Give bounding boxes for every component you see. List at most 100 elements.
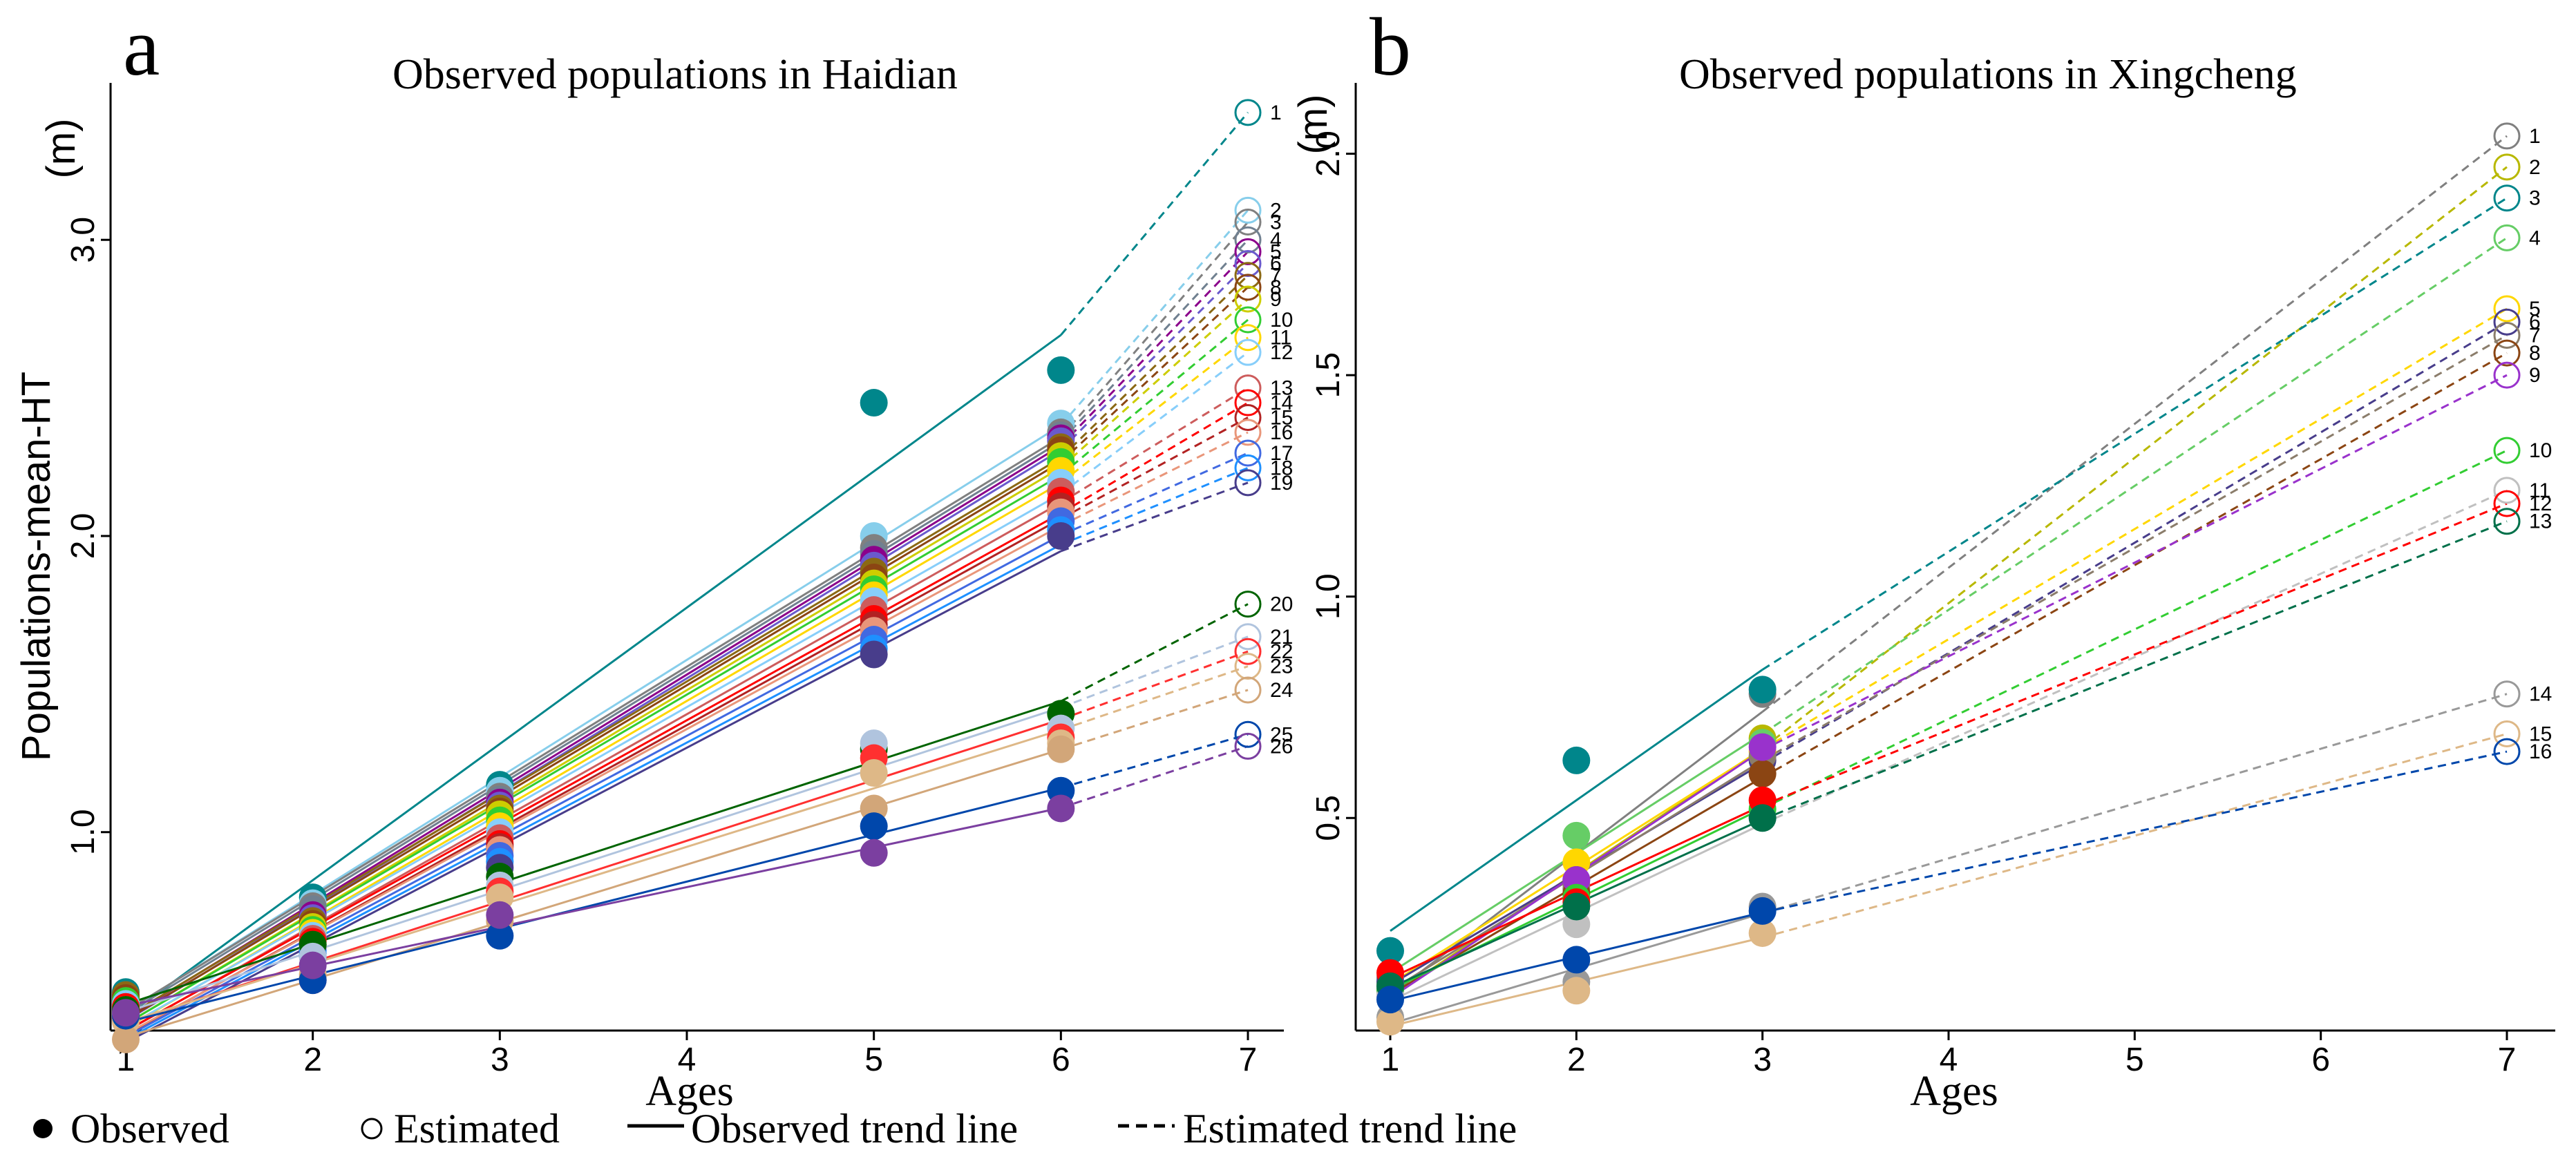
estimated-point xyxy=(2493,720,2521,747)
estimated-point xyxy=(1234,338,1262,366)
y-tick-label: 3.0 xyxy=(65,217,102,263)
panel-b: b Observed populations in Xingcheng (m) … xyxy=(1291,1,2555,1115)
estimated-point xyxy=(1234,285,1262,313)
series-label: 10 xyxy=(2529,439,2552,462)
observed-point xyxy=(486,901,514,929)
series-label: 14 xyxy=(1270,392,1293,414)
y-tick-label: 1.0 xyxy=(65,809,102,855)
estimated-point xyxy=(2493,295,2521,323)
estimated-trend-line xyxy=(1060,262,1249,451)
panel-b-x-label: Ages xyxy=(1910,1068,1998,1115)
x-tick-label: 3 xyxy=(491,1042,509,1078)
series-label: 7 xyxy=(2529,324,2541,347)
panel-a-y-unit: (m) xyxy=(39,119,84,179)
estimated-trend-line xyxy=(1060,452,1249,537)
estimated-point xyxy=(1234,653,1262,680)
x-tick-label: 3 xyxy=(1753,1042,1772,1078)
estimated-trend-line xyxy=(1761,307,2508,751)
series-label: 11 xyxy=(2529,479,2550,502)
observed-trend-line xyxy=(125,474,1062,1025)
series-label: 9 xyxy=(1270,288,1282,311)
estimated-trend-line xyxy=(1060,665,1249,731)
panel-b-y-unit: (m) xyxy=(1291,95,1336,155)
estimated-trend-line xyxy=(1060,251,1249,447)
series-label: 20 xyxy=(1270,593,1293,616)
panel-a-y-unit-group: (m) xyxy=(39,119,84,179)
x-tick-label: 4 xyxy=(1940,1042,1958,1078)
estimated-trend-line xyxy=(1060,635,1249,709)
estimated-trend-line xyxy=(1060,239,1249,443)
estimated-point xyxy=(2493,153,2521,181)
observed-point xyxy=(112,999,140,1027)
estimated-trend-line xyxy=(1762,693,2508,915)
estimated-trend-line xyxy=(1060,745,1249,810)
series-label: 26 xyxy=(1270,735,1293,758)
estimated-point xyxy=(1234,262,1262,289)
estimated-point xyxy=(1234,638,1262,665)
observed-point xyxy=(1047,794,1075,823)
observed-trend-line xyxy=(125,544,1062,1041)
estimated-trend-line xyxy=(1060,466,1249,546)
series-label: 23 xyxy=(1270,655,1293,678)
estimated-trend-line xyxy=(1060,318,1249,476)
estimated-trend-line xyxy=(1060,431,1249,527)
panel-b-title: Observed populations in Xingcheng xyxy=(1679,51,2297,98)
panel-a-y-title: Populations-mean-HT xyxy=(14,372,59,761)
observed-point xyxy=(1748,676,1777,704)
series-label: 16 xyxy=(2529,740,2552,763)
estimated-point xyxy=(1234,454,1262,481)
estimated-trend-line xyxy=(1060,351,1249,495)
observed-point xyxy=(1562,946,1591,974)
observed-point xyxy=(860,389,888,417)
estimated-trend-line xyxy=(1060,209,1249,426)
estimated-trend-line xyxy=(1060,650,1249,720)
observed-trend-line xyxy=(125,700,1061,1006)
estimated-trend-line xyxy=(1060,221,1249,438)
observed-point xyxy=(1748,760,1777,788)
observed-point xyxy=(1376,937,1404,965)
estimated-point xyxy=(1234,389,1262,417)
estimated-trend-line xyxy=(1060,689,1249,751)
observed-point xyxy=(112,1025,140,1053)
observed-trend-line xyxy=(125,334,1062,1017)
estimated-point xyxy=(2493,490,2521,517)
estimated-point xyxy=(2493,122,2521,150)
series-label: 14 xyxy=(2529,683,2552,706)
observed-point xyxy=(486,921,514,950)
series-label: 21 xyxy=(1270,626,1293,649)
estimated-trend-line xyxy=(1060,401,1249,515)
estimated-point xyxy=(2493,224,2521,251)
series-label: 3 xyxy=(1270,211,1282,234)
observed-trend-line xyxy=(1390,669,1763,932)
series-label: 15 xyxy=(2529,722,2552,745)
estimated-point xyxy=(2493,477,2521,504)
panel-b-ticks: 1 2 3 4 5 6 7 0.5 1.0 1.5 2.0 xyxy=(1310,131,2516,1078)
estimated-point xyxy=(2493,361,2521,389)
observed-trend-line xyxy=(125,461,1062,1021)
y-tick-label: 1.0 xyxy=(1310,573,1347,620)
observed-trend-line xyxy=(125,550,1062,1044)
estimated-trend-line xyxy=(1060,111,1249,336)
series-label: 2 xyxy=(1270,199,1282,222)
legend-estimated-text: Estimated xyxy=(394,1106,560,1151)
observed-point xyxy=(1748,804,1777,832)
estimated-trend-line xyxy=(1060,603,1249,702)
estimated-trend-line xyxy=(1761,166,2508,750)
estimated-trend-line xyxy=(1761,334,2508,762)
series-label: 15 xyxy=(1270,406,1293,429)
observed-point xyxy=(860,640,888,669)
series-label: 11 xyxy=(1270,327,1291,350)
panel-b-points xyxy=(1376,122,2521,1036)
observed-trend-line xyxy=(125,512,1062,1032)
estimated-point xyxy=(2493,339,2521,367)
estimated-point xyxy=(2493,738,2521,765)
estimated-trend-line xyxy=(1060,286,1249,463)
observed-point xyxy=(299,951,327,979)
observed-point xyxy=(1376,986,1404,1014)
estimated-point xyxy=(1234,591,1262,618)
series-label: 24 xyxy=(1270,679,1293,702)
observed-trend-line xyxy=(125,501,1062,1033)
estimated-point xyxy=(2493,321,2521,349)
series-label: 1 xyxy=(1270,102,1282,124)
